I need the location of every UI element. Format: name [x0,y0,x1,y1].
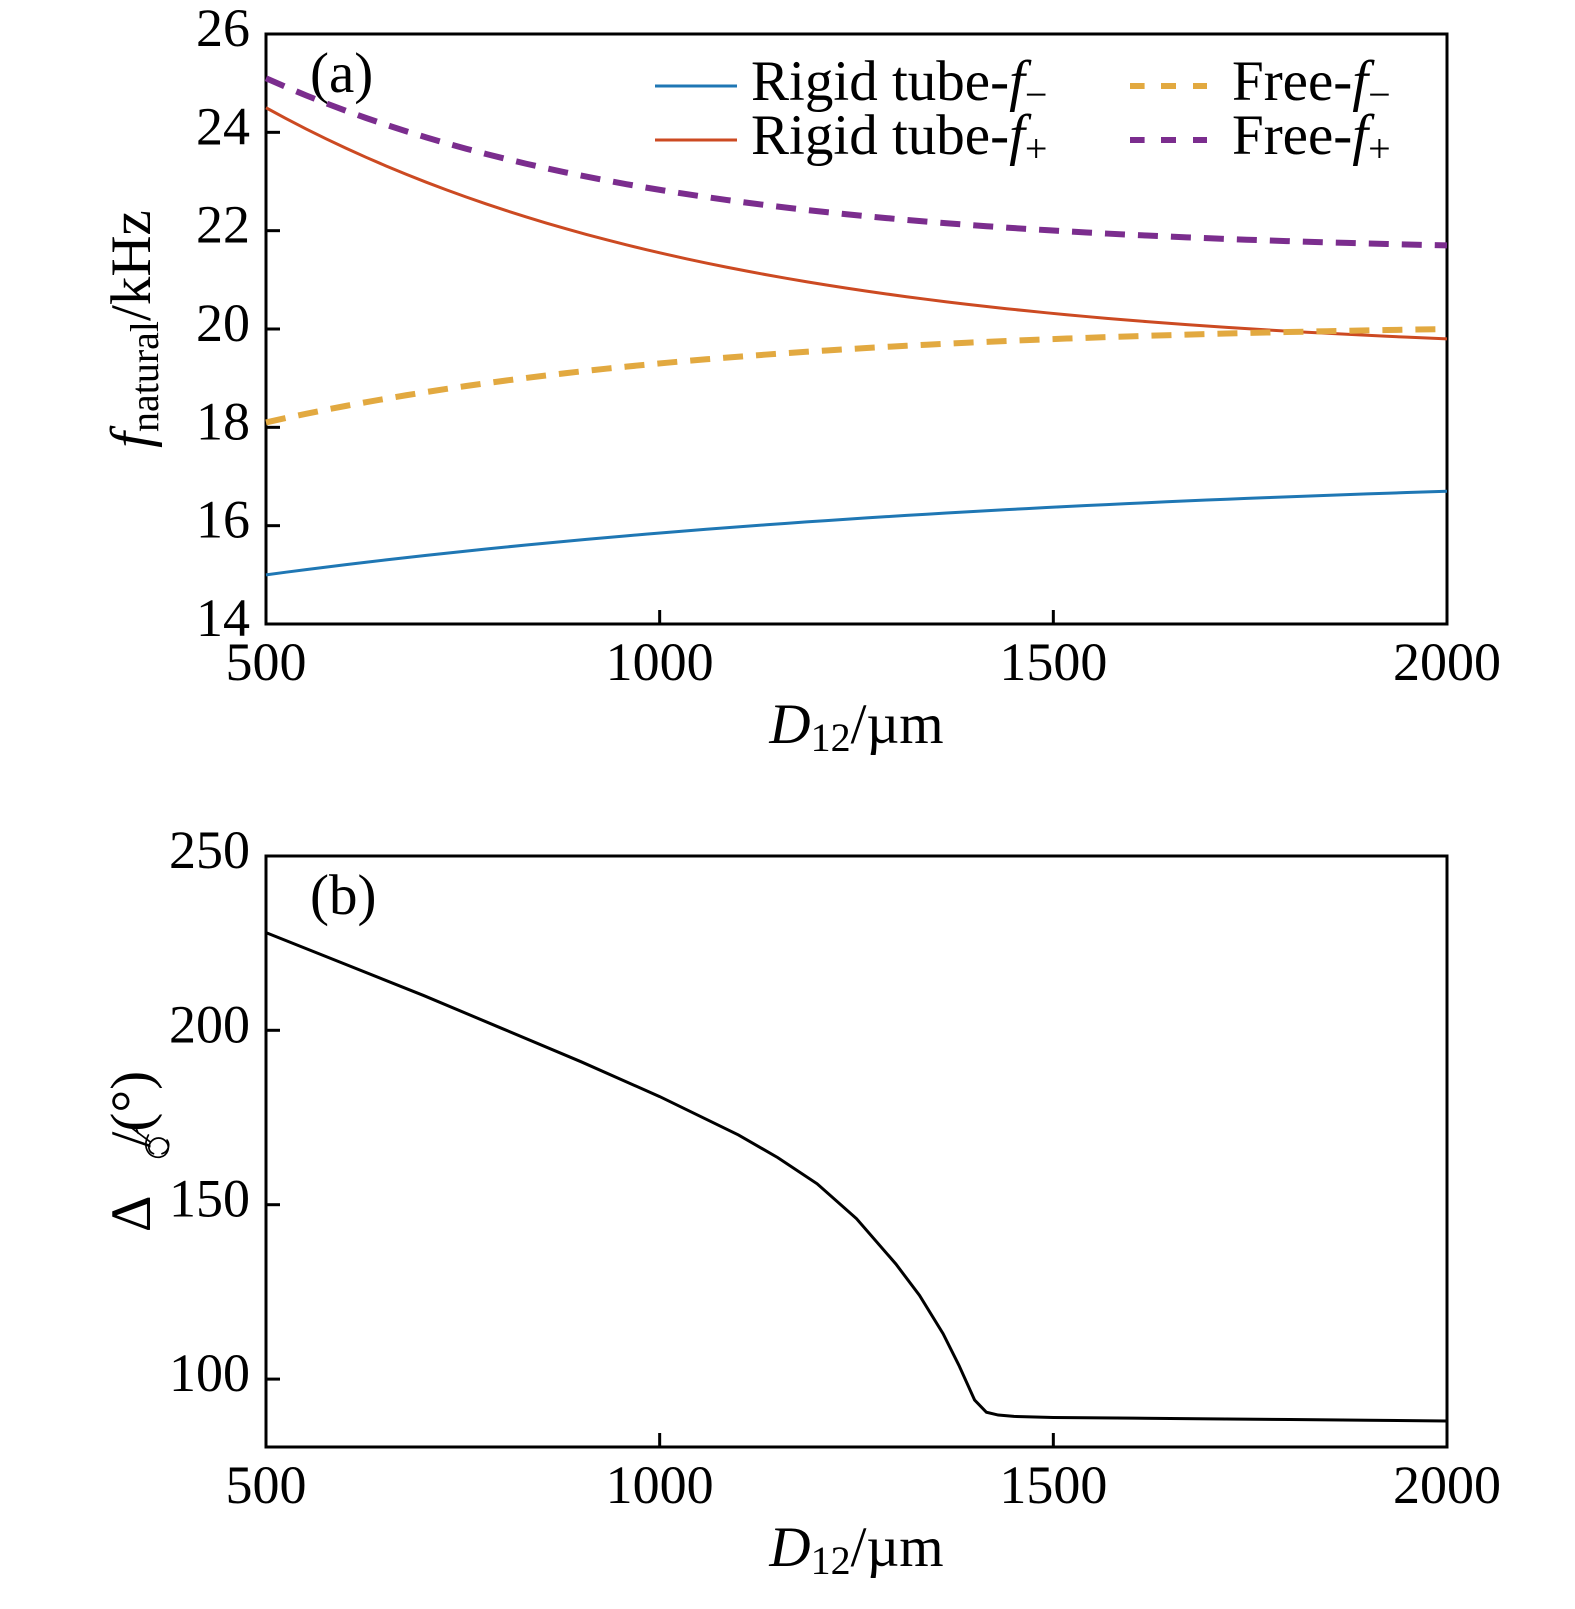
svg-text:250: 250 [169,820,250,880]
svg-text:D12/µm: D12/µm [768,693,943,760]
svg-text:500: 500 [226,1455,307,1515]
svg-text:2000: 2000 [1393,1455,1501,1515]
svg-text:1500: 1500 [999,1455,1107,1515]
svg-text:26: 26 [196,0,250,58]
svg-text:200: 200 [169,994,250,1054]
svg-text:500: 500 [226,632,307,692]
svg-text:Free-f+: Free-f+ [1232,104,1391,171]
svg-text:(a): (a) [310,42,373,105]
svg-text:(b): (b) [310,864,376,927]
svg-text:150: 150 [169,1169,250,1229]
svg-text:18: 18 [196,391,250,451]
svg-text:1500: 1500 [999,632,1107,692]
svg-text:24: 24 [196,96,250,156]
svg-text:22: 22 [196,195,250,255]
svg-text:1000: 1000 [606,1455,714,1515]
svg-text:20: 20 [196,293,250,353]
svg-text:1000: 1000 [606,632,714,692]
svg-text:Rigid tube-f+: Rigid tube-f+ [751,104,1047,171]
svg-text:16: 16 [196,490,250,550]
svg-text:2000: 2000 [1393,632,1501,692]
svg-text:D12/µm: D12/µm [768,1516,943,1583]
svg-text:100: 100 [169,1343,250,1403]
